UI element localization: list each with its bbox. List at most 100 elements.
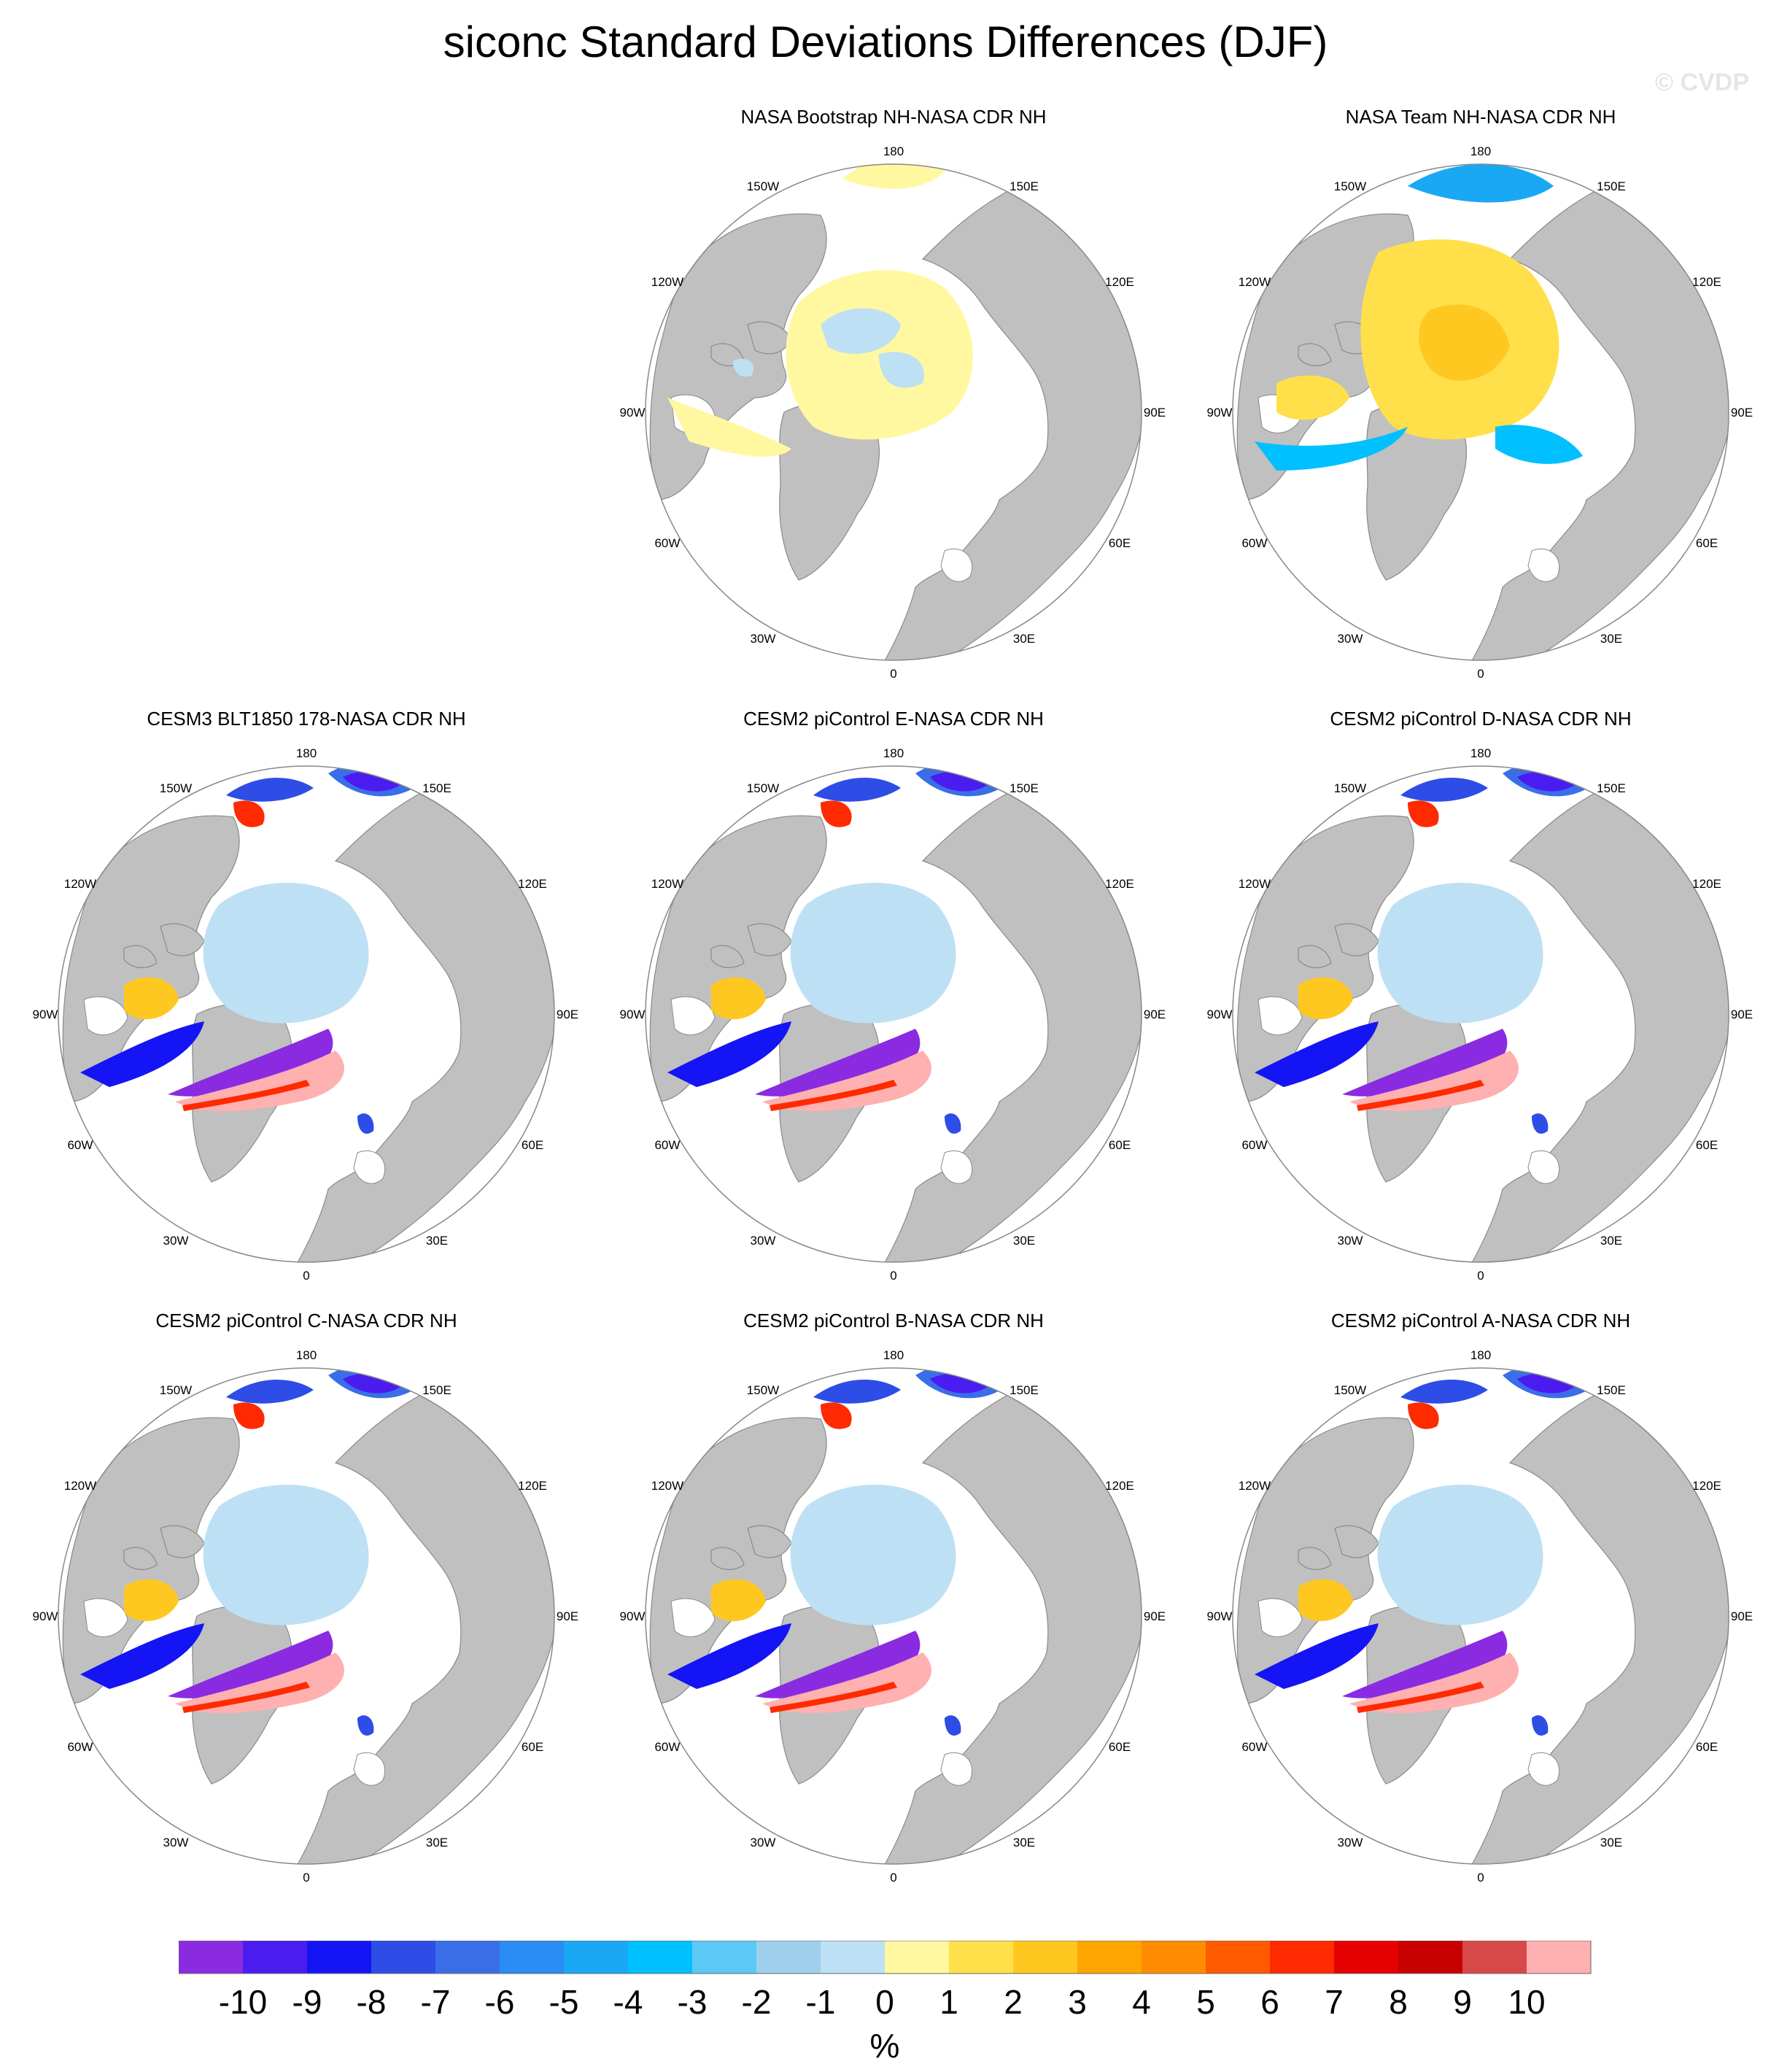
- longitude-label: 0: [303, 1269, 309, 1283]
- colorbar-tick-label: 10: [1508, 1983, 1545, 2021]
- sea-ice-field: [667, 164, 973, 457]
- longitude-label: 90E: [1144, 1609, 1166, 1623]
- colorbar-tick-label: -2: [742, 1983, 772, 2021]
- longitude-label: 60W: [654, 1740, 680, 1754]
- longitude-label: 120E: [1692, 275, 1721, 289]
- longitude-label: 30E: [1013, 632, 1035, 646]
- colorbar-swatch: [371, 1941, 435, 1974]
- panel-title: CESM2 piControl A-NASA CDR NH: [1330, 1310, 1631, 1331]
- longitude-label: 120W: [651, 1479, 683, 1493]
- panel-title: NASA Bootstrap NH-NASA CDR NH: [740, 106, 1047, 128]
- colorbar-tick-label: 9: [1453, 1983, 1472, 2021]
- longitude-label: 60E: [1109, 1740, 1131, 1754]
- panel-title: CESM2 piControl E-NASA CDR NH: [743, 708, 1044, 730]
- map-panel: CESM2 piControl A-NASA CDR NH 180 150E 120E…: [1189, 1310, 1771, 1908]
- longitude-label: 180: [883, 1348, 904, 1362]
- colorbar-tick-label: -3: [678, 1983, 708, 2021]
- longitude-label: 60W: [67, 1138, 93, 1152]
- longitude-label: 120W: [651, 275, 683, 289]
- longitude-label: 60W: [1241, 1740, 1267, 1754]
- longitude-label: 90E: [1731, 406, 1753, 420]
- longitude-label: 150W: [1334, 179, 1366, 193]
- panel-title: CESM2 piControl B-NASA CDR NH: [743, 1310, 1044, 1331]
- colorbar-tick-label: -10: [219, 1983, 267, 2021]
- longitude-label: 120E: [1105, 1479, 1134, 1493]
- longitude-label: 30W: [1338, 1836, 1363, 1849]
- longitude-label: 60W: [654, 1138, 680, 1152]
- longitude-label: 180: [1470, 746, 1491, 760]
- longitude-label: 120E: [518, 877, 547, 891]
- colorbar-swatch: [1527, 1941, 1591, 1974]
- polar-map: 180 150E 120E 90E 60E 30E 0 30W 60W 90W 120W 150W: [620, 144, 1166, 681]
- colorbar-swatch: [1013, 1941, 1077, 1974]
- longitude-label: 90W: [620, 406, 646, 420]
- longitude-label: 150W: [747, 1383, 779, 1397]
- map-panel: CESM2 piControl B-NASA CDR NH 180 150E 120E…: [602, 1310, 1185, 1908]
- colorbar-swatch: [500, 1941, 564, 1974]
- longitude-label: 90W: [620, 1609, 646, 1623]
- colorbar-tick-label: 2: [1004, 1983, 1023, 2021]
- longitude-label: 60W: [67, 1740, 93, 1754]
- colorbar-tick-label: -7: [421, 1983, 451, 2021]
- longitude-label: 150W: [1334, 1383, 1366, 1397]
- longitude-label: 0: [890, 1871, 896, 1884]
- longitude-label: 150W: [747, 781, 779, 795]
- longitude-label: 60E: [522, 1740, 543, 1754]
- longitude-label: 60W: [1241, 1138, 1267, 1152]
- longitude-label: 0: [1477, 1269, 1484, 1283]
- longitude-label: 90E: [1144, 1008, 1166, 1021]
- colorbar-tick-label: 6: [1260, 1983, 1279, 2021]
- longitude-label: 90E: [1731, 1008, 1753, 1021]
- colorbar-swatch: [628, 1941, 692, 1974]
- longitude-label: 30E: [426, 1836, 448, 1849]
- longitude-label: 150E: [1009, 179, 1039, 193]
- longitude-label: 120W: [651, 877, 683, 891]
- longitude-label: 60W: [654, 536, 680, 550]
- colorbar-tick-label: 1: [939, 1983, 958, 2021]
- longitude-label: 150W: [160, 781, 192, 795]
- colorbar-swatch: [179, 1941, 243, 1974]
- sea-ice-field: [1255, 164, 1583, 471]
- longitude-label: 30E: [426, 1234, 448, 1248]
- polar-map: 180 150E 120E 90E 60E 30E 0 30W 60W 90W 120W 150W: [33, 746, 579, 1283]
- longitude-label: 30E: [1013, 1836, 1035, 1849]
- colorbar-tick-label: 3: [1068, 1983, 1087, 2021]
- longitude-label: 90W: [33, 1609, 58, 1623]
- longitude-label: 30E: [1600, 1234, 1622, 1248]
- colorbar-swatch: [564, 1941, 628, 1974]
- longitude-label: 120E: [1692, 877, 1721, 891]
- colorbar-unit: %: [870, 2027, 900, 2065]
- longitude-label: 30W: [1338, 632, 1363, 646]
- longitude-label: 90W: [1207, 1008, 1233, 1021]
- colorbar-tick-label: 7: [1325, 1983, 1344, 2021]
- colorbar-swatch: [243, 1941, 307, 1974]
- colorbar-swatch: [821, 1941, 885, 1974]
- longitude-label: 180: [1470, 144, 1491, 158]
- longitude-label: 120W: [64, 1479, 96, 1493]
- colorbar-swatch: [435, 1941, 500, 1974]
- longitude-label: 30E: [1600, 632, 1622, 646]
- longitude-label: 120E: [1692, 1479, 1721, 1493]
- longitude-label: 180: [296, 1348, 317, 1362]
- longitude-label: 30W: [1338, 1234, 1363, 1248]
- longitude-label: 30W: [751, 632, 776, 646]
- sea-ice-field: [80, 1368, 423, 1736]
- longitude-label: 120W: [1239, 877, 1271, 891]
- longitude-label: 180: [883, 746, 904, 760]
- longitude-label: 30E: [1600, 1836, 1622, 1849]
- longitude-label: 180: [1470, 1348, 1491, 1362]
- map-panel: CESM2 piControl E-NASA CDR NH 180 150E 120E…: [602, 708, 1185, 1306]
- longitude-label: 60E: [522, 1138, 543, 1152]
- panel-title: NASA Team NH-NASA CDR NH: [1345, 106, 1616, 128]
- longitude-label: 90E: [557, 1609, 578, 1623]
- map-panel: CESM3 BLT1850 178-NASA CDR NH 180 150E 120E…: [15, 708, 598, 1306]
- map-panel: NASA Bootstrap NH-NASA CDR NH 180 150E 120E…: [602, 106, 1185, 704]
- longitude-label: 120E: [1105, 275, 1134, 289]
- colorbar-tick-label: 5: [1196, 1983, 1215, 2021]
- longitude-label: 0: [890, 1269, 896, 1283]
- longitude-label: 150W: [1334, 781, 1366, 795]
- polar-map: 180 150E 120E 90E 60E 30E 0 30W 60W 90W 120W 150W: [620, 1348, 1166, 1884]
- longitude-label: 0: [303, 1871, 309, 1884]
- colorbar-swatch: [692, 1941, 756, 1974]
- longitude-label: 120E: [1105, 877, 1134, 891]
